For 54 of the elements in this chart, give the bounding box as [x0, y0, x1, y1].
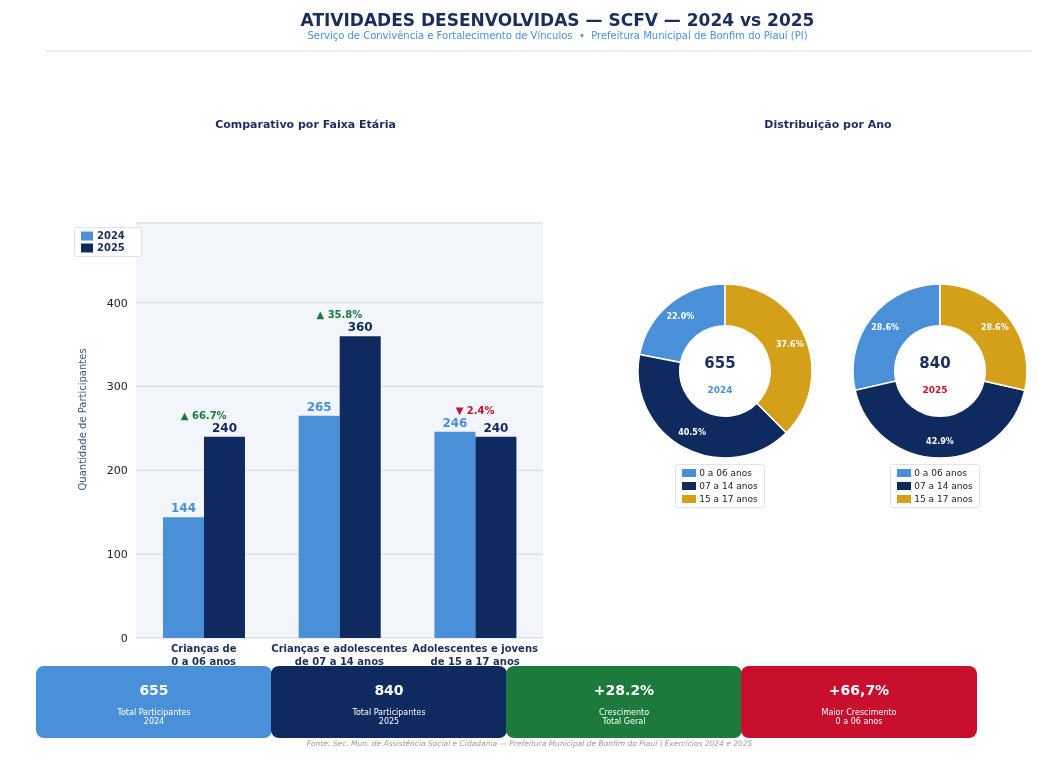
text: Maior Crescimento 0 a 06 anos — [820, 708, 898, 726]
bar — [203, 436, 245, 638]
text: 2025 — [921, 385, 949, 395]
legend-label: 07 a 14 anos — [913, 481, 973, 491]
legend-label: 2024 — [97, 230, 125, 241]
data-label: 40.5% — [678, 428, 706, 438]
text: Total Participantes 2024 — [116, 708, 192, 726]
bar — [339, 336, 381, 638]
data-label: 42.9% — [926, 436, 954, 446]
chart-title: Comparativo por Faixa Etária — [214, 118, 397, 131]
annotation: ▼ 2.4% — [455, 404, 495, 416]
annotation: ▲ 66.7% — [180, 409, 227, 421]
data-label: 37.6% — [775, 339, 804, 349]
bar — [298, 415, 340, 638]
data-label: 240 — [483, 420, 509, 435]
chart-title: Distribuição por Ano — [763, 118, 893, 131]
legend-label: 07 a 14 anos — [698, 481, 758, 491]
text: 840 — [918, 354, 952, 372]
data-label: 22.0% — [666, 312, 695, 322]
text: 840 — [373, 682, 405, 698]
y-tick-label: 100 — [106, 548, 128, 562]
annotation: ▲ 35.8% — [316, 309, 363, 321]
text: Total Participantes 2025 — [351, 708, 427, 726]
y-tick-label: 300 — [106, 380, 128, 394]
text: Crescimento Total Geral — [597, 708, 651, 726]
text: 655 — [703, 354, 737, 372]
data-label: 240 — [211, 420, 238, 435]
bar — [434, 431, 476, 638]
text: 2024 — [706, 385, 734, 395]
bar — [162, 517, 204, 638]
data-label: 28.6% — [980, 322, 1009, 332]
legend-label: 0 a 06 anos — [698, 468, 753, 478]
y-tick-label: 200 — [106, 464, 128, 478]
data-label: 246 — [442, 415, 468, 430]
text: ATIVIDADES DESENVOLVIDAS — SCFV — 2024 vs 2025 — [299, 10, 816, 30]
bar — [475, 436, 517, 638]
text: Serviço de Convivência e Fortalecimento de Vínculos • Prefeitura Municipal de Bonfim do Piauí (PI) — [306, 30, 809, 41]
legend-label: 15 a 17 anos — [698, 494, 758, 504]
y-axis-title: Quantidade de Participantes — [77, 348, 89, 491]
data-label: 144 — [170, 501, 197, 516]
y-tick-label: 400 — [106, 296, 128, 310]
x-tick-label: Adolescentes e jovens de 15 a 17 anos — [412, 643, 539, 667]
legend-label: 15 a 17 anos — [913, 494, 973, 504]
data-label: 265 — [306, 399, 332, 414]
text: +28.2% — [592, 682, 656, 698]
x-tick-label: Crianças e adolescentes de 07 a 14 anos — [271, 643, 408, 667]
legend-label: 2025 — [97, 242, 125, 253]
text: 655 — [138, 682, 170, 698]
legend-label: 0 a 06 anos — [913, 468, 968, 478]
y-tick-label: 0 — [120, 631, 128, 645]
x-tick-label: Crianças de 0 a 06 anos — [170, 643, 237, 667]
text: +66,7% — [827, 682, 891, 698]
data-label: 28.6% — [871, 322, 900, 332]
data-label: 360 — [347, 320, 373, 335]
